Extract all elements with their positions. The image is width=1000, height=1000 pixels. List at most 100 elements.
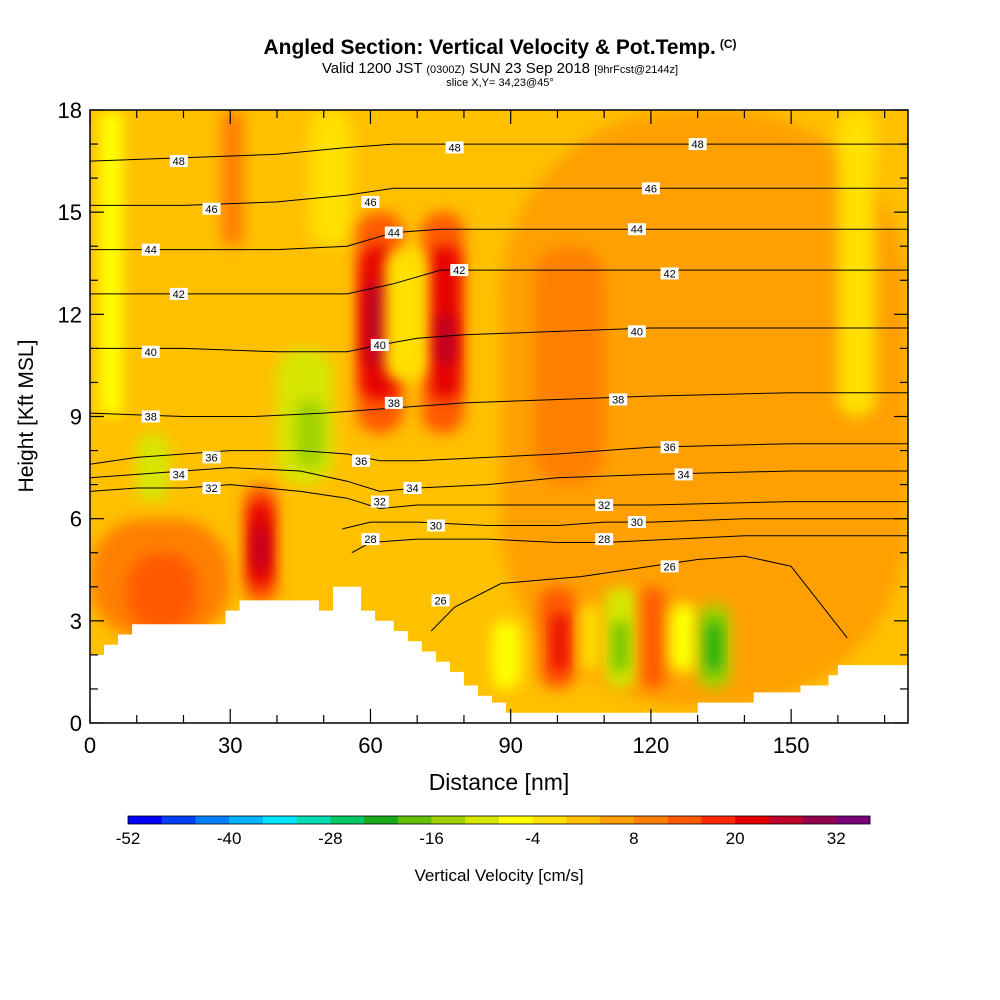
isentrope-label: 46 (205, 204, 217, 216)
x-tick-label: 150 (773, 733, 810, 758)
colorbar-tick-label: -40 (217, 829, 242, 848)
isentrope-label-bg (627, 325, 646, 338)
isentrope-label-bg (384, 226, 403, 239)
x-tick-label: 120 (633, 733, 670, 758)
velocity-cell (534, 246, 605, 485)
isentrope-label: 42 (173, 289, 185, 301)
velocity-cell (837, 110, 876, 417)
colorbar-label: Vertical Velocity [cm/s] (414, 866, 583, 885)
velocity-cell (384, 246, 427, 383)
velocity-cell (669, 603, 698, 672)
y-tick-label: 18 (58, 98, 82, 123)
velocity-cell (552, 614, 567, 672)
isentrope-label: 30 (430, 520, 442, 532)
isentrope-label-bg (660, 441, 679, 454)
isentrope-label-bg (660, 560, 679, 573)
y-tick-label: 9 (70, 405, 82, 430)
isentrope-label: 32 (598, 500, 610, 512)
velocity-cell (295, 399, 324, 468)
isentrope-label-bg (641, 182, 660, 195)
colorbar: -52 -40 -28 -16 -4 8 20 32 (116, 815, 871, 848)
valid-utc: (0300Z) (426, 64, 465, 76)
colorbar-swatch (128, 816, 163, 824)
isentrope-label: 34 (406, 483, 418, 495)
isentrope-label-bg (141, 410, 160, 423)
colorbar-tick-label: -52 (116, 829, 141, 848)
isentrope-label: 28 (364, 534, 376, 546)
velocity-cell (435, 314, 455, 366)
colorbar-swatch (330, 816, 365, 824)
isentrope-label-bg (403, 482, 422, 495)
isentrope-label-bg (169, 155, 188, 168)
colorbar-swatch (465, 816, 500, 824)
x-tick-label: 0 (84, 733, 96, 758)
isentrope-label: 42 (453, 265, 465, 277)
colorbar-swatch (532, 816, 567, 824)
isentrope-line (90, 269, 908, 295)
colorbar-tick-label: 8 (629, 829, 638, 848)
y-tick-label: 6 (70, 507, 82, 532)
isentrope-label: 38 (145, 412, 157, 424)
colorbar-tick-label: -16 (419, 829, 444, 848)
isentrope-label-bg (595, 533, 614, 546)
copyright-mark: (C) (719, 37, 737, 51)
velocity-cell (501, 110, 908, 706)
isentrope-line (351, 535, 908, 554)
isentrope-label-bg (426, 519, 445, 532)
y-tick-label: 0 (70, 711, 82, 736)
isentrope-label-bg (141, 345, 160, 358)
velocity-cell (613, 620, 628, 672)
isentrope-label-bg (627, 516, 646, 529)
colorbar-swatch (229, 816, 264, 824)
isentrope-label: 36 (663, 442, 675, 454)
velocity-cell (136, 433, 170, 502)
velocity-cell (253, 525, 268, 570)
isentrope-label-bg (660, 267, 679, 280)
isentrope-label: 36 (355, 456, 367, 468)
colorbar-swatch (431, 816, 466, 824)
isentrope-label-bg (202, 202, 221, 215)
colorbar-swatch (262, 816, 297, 824)
colorbar-swatch (195, 816, 230, 824)
potential-temperature-contours: 26 26 28 28 30 30 32 32 32 34 34 34 36 36 36 38 38 38 40 40… (90, 138, 908, 639)
isentrope-label: 48 (173, 156, 185, 168)
colorbar-tick-label: -4 (525, 829, 540, 848)
colorbar-frame (127, 815, 871, 825)
colorbar-swatch (802, 816, 837, 824)
isentrope-line (430, 555, 848, 639)
isentrope-label-bg (431, 594, 450, 607)
isentrope-label-bg (361, 533, 380, 546)
colorbar-swatch (836, 816, 871, 824)
velocity-cell (641, 586, 665, 689)
isentrope-label: 36 (205, 452, 217, 464)
velocity-cell (491, 620, 521, 689)
velocity-cell (220, 110, 245, 247)
isentrope-label: 26 (434, 595, 446, 607)
x-axis: 0 30 60 90 120 150 (84, 110, 886, 758)
isentrope-label-bg (674, 468, 693, 481)
chart-subtitle: Valid 1200 JST (0300Z) SUN 23 Sep 2018 [… (0, 60, 1000, 77)
valid-date: SUN 23 Sep 2018 (469, 60, 591, 77)
chart-title-text: Angled Section: Vertical Velocity & Pot.… (263, 36, 716, 59)
isentrope-label-bg (384, 396, 403, 409)
isentrope-label-bg (361, 195, 380, 208)
isentrope-label: 28 (598, 534, 610, 546)
valid-time: Valid 1200 JST (321, 60, 423, 77)
x-tick-label: 60 (358, 733, 382, 758)
colorbar-swatch (768, 816, 803, 824)
colorbar-swatch (296, 816, 331, 824)
isentrope-label-bg (202, 482, 221, 495)
isentrope-line (90, 187, 908, 206)
isentrope-label: 34 (173, 469, 185, 481)
forecast-tag: [9hrFcst@2144z] (594, 64, 679, 76)
isentrope-label: 32 (374, 497, 386, 509)
plot-area: 26 26 28 28 30 30 32 32 32 34 34 34 36 36 36 38 38 38 40 40… (90, 110, 908, 723)
velocity-cell (99, 110, 123, 417)
isentrope-label: 32 (205, 483, 217, 495)
isentrope-line (90, 484, 908, 510)
isentrope-label: 46 (645, 183, 657, 195)
isentrope-label: 48 (692, 139, 704, 151)
slice-info: slice X,Y= 34,23@45° (446, 77, 554, 89)
